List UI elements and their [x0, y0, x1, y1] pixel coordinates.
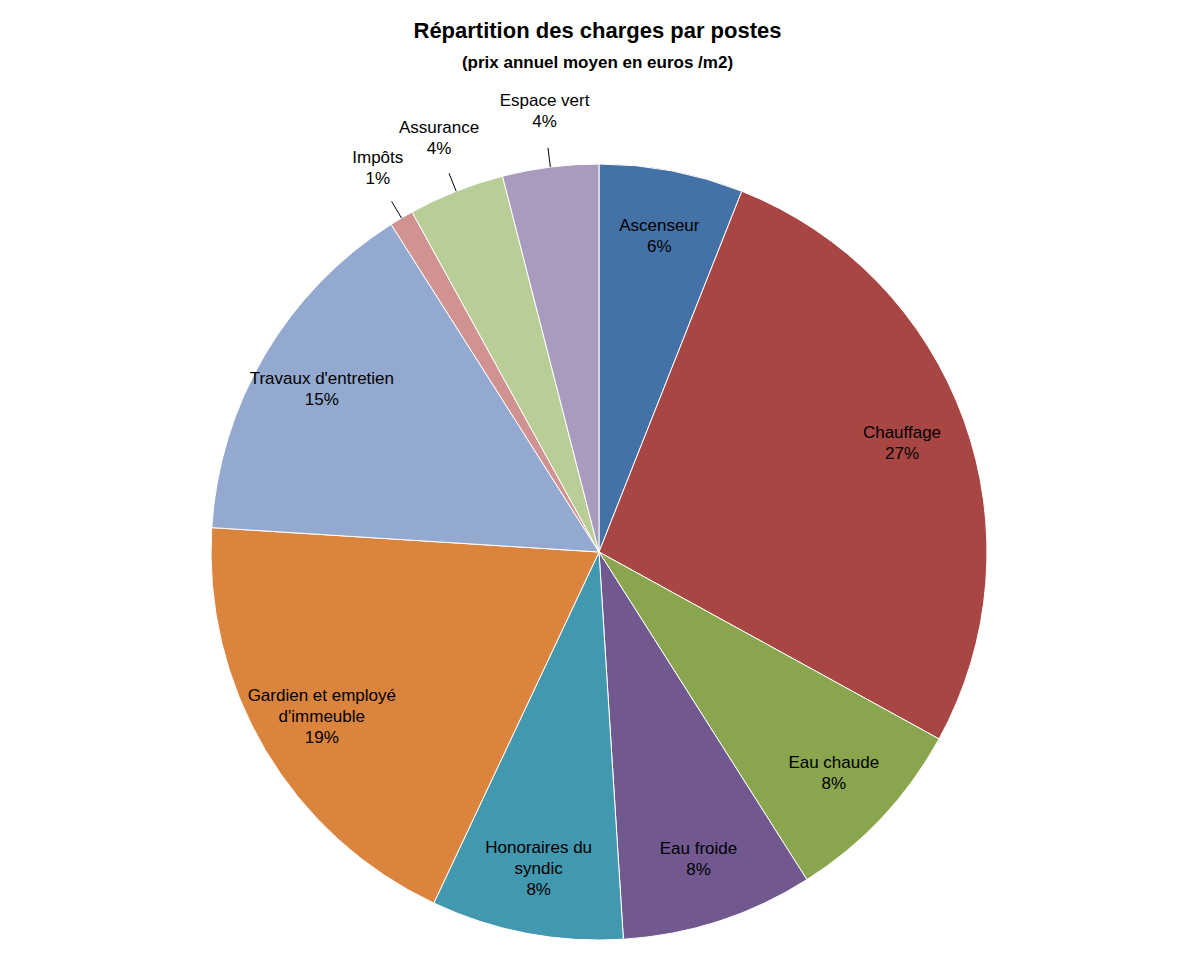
value-label: 4%: [532, 112, 557, 131]
value-label: 1%: [366, 169, 391, 188]
value-label: 8%: [686, 860, 711, 879]
subtitle: (prix annuel moyen en euros /m2): [462, 53, 733, 72]
slice-label: Chauffage: [863, 423, 941, 442]
pie: [211, 164, 987, 940]
value-label: 8%: [526, 880, 551, 899]
slice-label: Espace vert: [500, 91, 590, 110]
title: Répartition des charges par postes: [414, 18, 782, 43]
value-label: 27%: [885, 444, 919, 463]
value-label: 4%: [427, 139, 452, 158]
slice-label: Gardien et employéd'immeuble: [248, 686, 396, 726]
slice-label: Travaux d'entretien: [250, 369, 394, 388]
chart: Répartition des charges par postes (prix …: [0, 0, 1195, 959]
value-label: 19%: [305, 728, 339, 747]
slice-label: Eau froide: [660, 839, 738, 858]
leader-line: [449, 173, 456, 191]
slice: [211, 528, 599, 903]
slice-label: Eau chaude: [788, 753, 879, 772]
labels: Ascenseur 6% Chauffage 27% Eau chaude 8% Eau f…: [248, 91, 941, 899]
slice-label: Assurance: [399, 118, 479, 137]
slice-label: Ascenseur: [619, 216, 700, 235]
slice-label: Impôts: [352, 148, 403, 167]
value-label: 8%: [821, 774, 846, 793]
slice: [503, 164, 599, 552]
value-label: 6%: [647, 237, 672, 256]
slice: [599, 552, 807, 939]
leader-line: [548, 148, 550, 167]
value-label: 15%: [305, 390, 339, 409]
slice-label: Honoraires dusyndic: [485, 838, 592, 878]
leader-line: [392, 201, 402, 218]
